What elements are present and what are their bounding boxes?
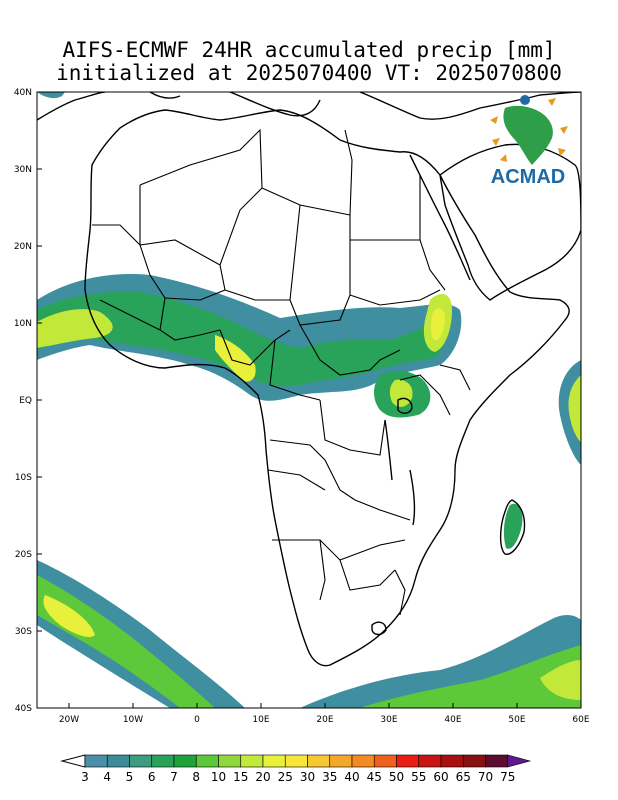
colorbar-label: 65 xyxy=(456,770,471,784)
lake-tanganyika xyxy=(384,419,393,481)
africa-coastline xyxy=(84,109,570,667)
lake-malawi xyxy=(409,469,416,526)
colorbar-label: 8 xyxy=(192,770,200,784)
sun-rays-icon xyxy=(490,98,568,162)
colorbar-swatch xyxy=(84,754,108,768)
lat-label: 10N xyxy=(14,319,32,329)
precip-band-west-africa-core xyxy=(37,309,113,348)
africa-map-logo-icon xyxy=(503,105,553,165)
acmad-logo: ACMAD xyxy=(490,95,568,188)
madagascar-coastline xyxy=(499,499,526,555)
lon-label: 40E xyxy=(444,715,461,725)
precip-band-southern-ocean-mid xyxy=(360,645,581,708)
colorbar-swatch xyxy=(351,754,375,768)
chart-title-line-1: AIFS-ECMWF 24HR accumulated precip [mm] xyxy=(62,38,556,62)
colorbar-swatch xyxy=(106,754,130,768)
lat-label: 30S xyxy=(15,627,32,637)
colorbar-swatch xyxy=(262,754,286,768)
colorbar-min-arrow xyxy=(60,754,86,768)
lat-label: 30N xyxy=(14,165,32,175)
colorbar-label: 3 xyxy=(81,770,89,784)
lat-label: EQ xyxy=(19,396,32,406)
colorbar-label: 40 xyxy=(344,770,359,784)
precip-band-south-atlantic-mid xyxy=(37,575,215,708)
lon-label: 50E xyxy=(508,715,525,725)
europe-coastline xyxy=(37,92,581,121)
lon-label: 20W xyxy=(59,715,79,725)
colorbar-swatch xyxy=(485,754,509,768)
lake-victoria xyxy=(397,397,413,414)
colorbar-swatch xyxy=(507,754,532,768)
colorbar-label: 6 xyxy=(148,770,156,784)
logo-text: ACMAD xyxy=(491,166,565,188)
precip-core-nigeria xyxy=(215,335,256,382)
colorbar-label: 15 xyxy=(233,770,248,784)
lon-label: 20E xyxy=(316,715,333,725)
lat-label: 40S xyxy=(15,704,32,714)
colorbar-label: 55 xyxy=(411,770,426,784)
precip-east-africa-core xyxy=(389,379,413,407)
precipitation-field xyxy=(37,92,581,708)
colorbar-label: 25 xyxy=(278,770,293,784)
colorbar-swatch xyxy=(218,754,242,768)
precip-core-ethiopia-inner xyxy=(430,308,446,341)
lat-label: 20N xyxy=(14,242,32,252)
precip-band-southern-ocean-core xyxy=(540,660,581,700)
precip-indian-ocean-core xyxy=(568,375,581,442)
colorbar: 3 4 5 6 7 8 10 15 20 25 30 35 40 45 50 55 60 65 70 75 xyxy=(60,754,532,784)
colorbar-label: 45 xyxy=(367,770,382,784)
longitude-labels: 20W 10W 0 10E 20E 30E 40E 50E 60E xyxy=(59,703,590,725)
colorbar-swatch xyxy=(151,754,175,768)
colorbar-label: 4 xyxy=(103,770,111,784)
colorbar-label: 75 xyxy=(500,770,515,784)
lon-label: 60E xyxy=(572,715,589,725)
lat-label: 40N xyxy=(14,88,32,98)
colorbar-label: 70 xyxy=(478,770,493,784)
latitude-labels: 40N 30N 20N 10N EQ 10S 20S 30S 40S xyxy=(14,88,42,714)
colorbar-swatch xyxy=(373,754,397,768)
colorbar-swatch xyxy=(396,754,420,768)
arabia-coastline xyxy=(439,143,581,301)
colorbar-swatch xyxy=(440,754,464,768)
colorbar-swatch xyxy=(284,754,308,768)
country-borders xyxy=(92,128,471,616)
lon-label: 30E xyxy=(380,715,397,725)
colorbar-label: 10 xyxy=(211,770,226,784)
colorbar-swatch xyxy=(195,754,219,768)
lon-label: 10W xyxy=(123,715,143,725)
colorbar-swatch xyxy=(329,754,353,768)
lon-label: 0 xyxy=(194,715,200,725)
colorbar-swatch xyxy=(462,754,486,768)
precip-band-south-atlantic-core xyxy=(43,595,95,637)
colorbar-swatch xyxy=(418,754,442,768)
colorbar-swatch xyxy=(173,754,197,768)
precip-band-west-africa-mid xyxy=(37,291,445,387)
lon-label: 10E xyxy=(252,715,269,725)
lesotho xyxy=(371,621,387,636)
colorbar-swatch xyxy=(307,754,331,768)
colorbar-label: 30 xyxy=(300,770,315,784)
lat-label: 10S xyxy=(15,473,32,483)
precip-madagascar xyxy=(503,503,523,549)
colorbar-label: 5 xyxy=(126,770,134,784)
colorbar-label: 20 xyxy=(255,770,270,784)
chart-title-line-2: initialized at 2025070400 VT: 2025070800 xyxy=(56,61,562,85)
lat-label: 20S xyxy=(15,550,32,560)
colorbar-label: 35 xyxy=(322,770,337,784)
red-sea xyxy=(409,154,471,281)
colorbar-label: 50 xyxy=(389,770,404,784)
colorbar-label: 60 xyxy=(433,770,448,784)
water-drop-icon xyxy=(520,95,530,105)
coastlines xyxy=(37,92,581,667)
colorbar-label: 7 xyxy=(170,770,178,784)
colorbar-swatch xyxy=(129,754,153,768)
precip-band-south-atlantic xyxy=(37,560,245,708)
colorbar-swatch xyxy=(240,754,264,768)
precip-north-med xyxy=(37,92,65,99)
